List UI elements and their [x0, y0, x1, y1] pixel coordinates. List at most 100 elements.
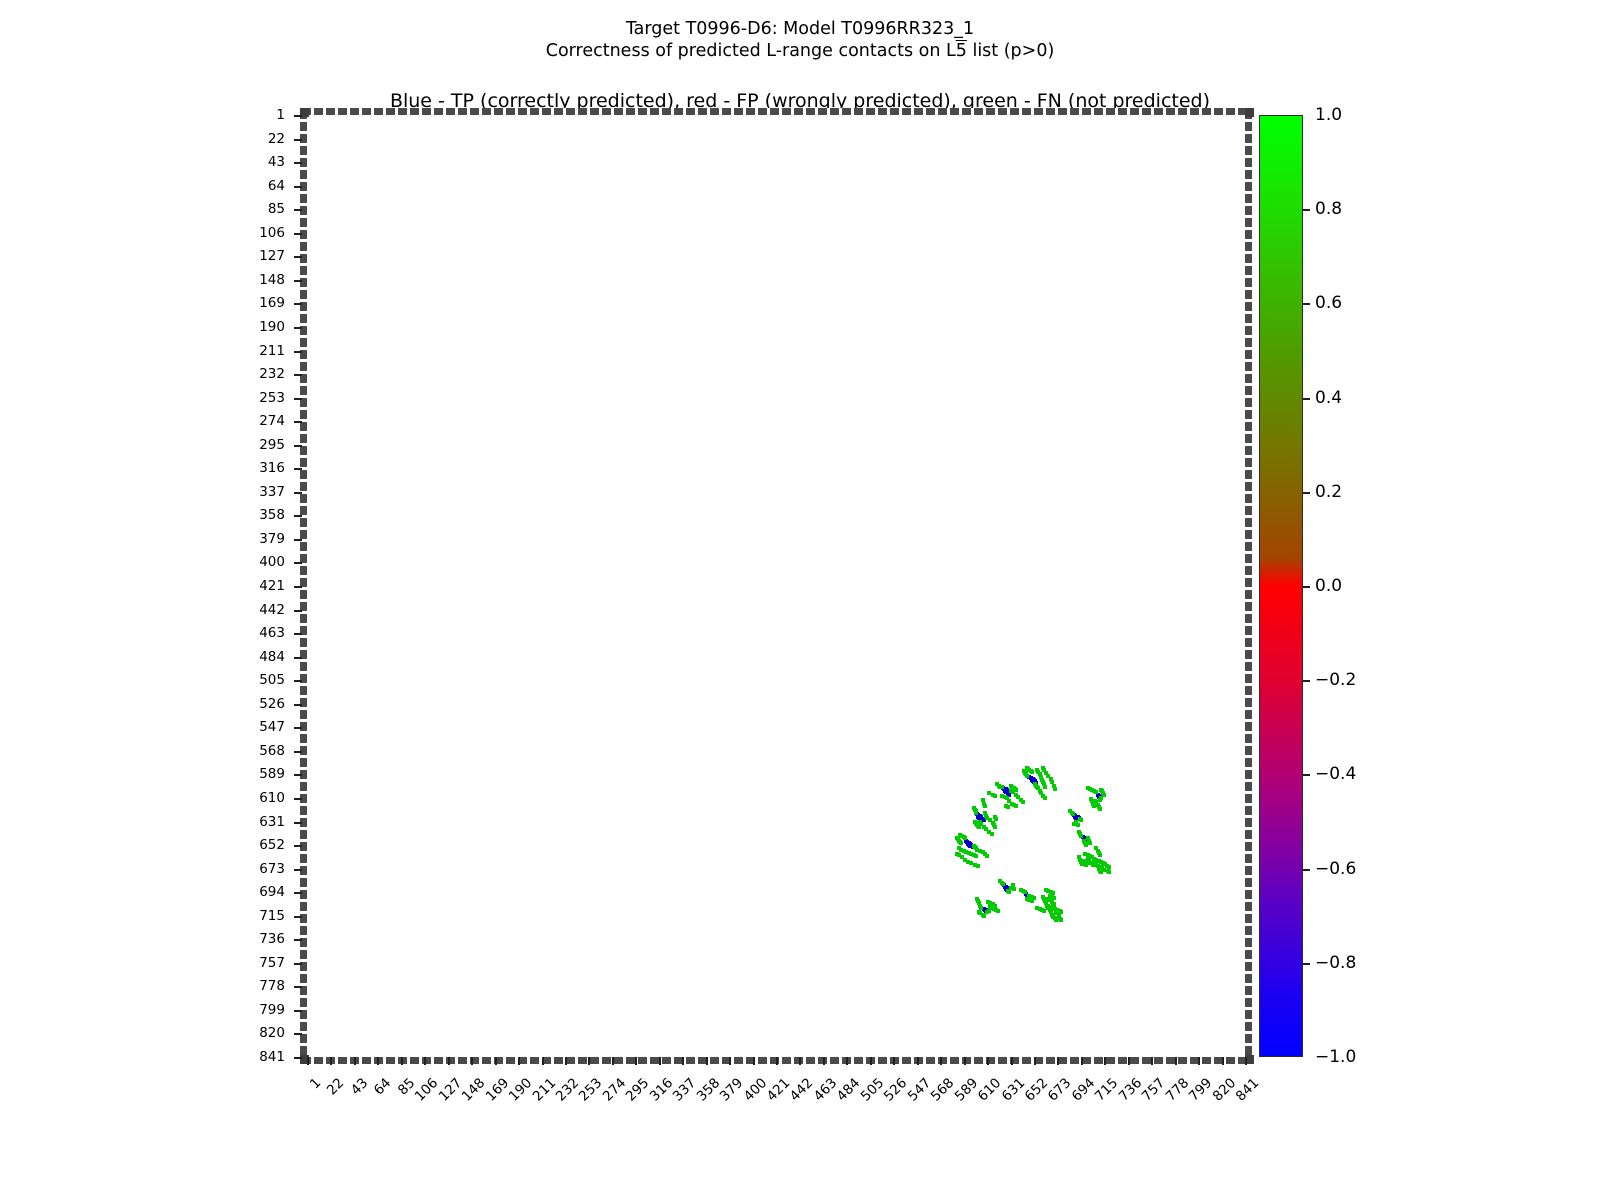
contact-point [1025, 894, 1030, 899]
contact-point [991, 906, 996, 911]
contact-point [991, 822, 996, 827]
x-tick-label: 715 [1092, 1075, 1122, 1105]
contact-point [1029, 770, 1034, 775]
x-tick-label: 295 [623, 1075, 653, 1105]
contact-point [1007, 799, 1012, 804]
contact-point [1103, 862, 1108, 867]
contact-point [1040, 793, 1045, 798]
contact-point [1014, 792, 1019, 797]
contact-point [978, 911, 983, 916]
x-tick-mark [353, 1057, 356, 1065]
contact-point [1093, 859, 1098, 864]
axis-corner-bottom-left [300, 1055, 309, 1064]
contact-point [1098, 869, 1103, 874]
y-tick-label: 379 [259, 530, 285, 547]
contact-point [1053, 906, 1058, 911]
contact-point [1074, 816, 1079, 821]
colorbar-tick-label: 1.0 [1315, 105, 1343, 125]
contact-point [1090, 855, 1095, 860]
contact-point [954, 852, 959, 857]
y-tick-mark [294, 609, 302, 612]
colorbar[interactable]: 1.0 0.8 0.6 0.4 0.2 0.0 −0.2 −0.4 −0.6 −0.8 −1.0 [1259, 105, 1356, 1067]
x-tick-mark [940, 1057, 943, 1065]
contact-point [990, 792, 995, 797]
y-tick-label: 547 [259, 719, 285, 736]
contact-point [1044, 771, 1049, 776]
colorbar-tick-mark [1303, 774, 1310, 777]
contact-point [1043, 899, 1048, 904]
x-tick-label: 106 [412, 1075, 442, 1105]
contact-point [1083, 852, 1088, 857]
y-tick-label: 673 [259, 860, 285, 877]
contact-point [1020, 889, 1025, 894]
contact-point [980, 798, 985, 803]
contact-points-layer [307, 115, 1245, 1057]
y-tick-label: 316 [259, 460, 285, 477]
contact-point [992, 825, 997, 830]
contact-point [1098, 859, 1103, 864]
contact-point [1091, 801, 1096, 806]
contact-point [1042, 909, 1046, 914]
contact-point [1006, 804, 1011, 809]
y-tick-mark [294, 962, 302, 965]
contact-point [1040, 765, 1045, 770]
y-tick-mark [294, 538, 302, 541]
contact-point [1004, 803, 1009, 808]
x-tick-mark [377, 1057, 380, 1065]
x-tick-mark [541, 1057, 544, 1065]
x-tick-mark [564, 1057, 567, 1065]
y-tick-label: 715 [259, 907, 285, 924]
y-tick-label: 421 [259, 578, 285, 594]
y-tick-mark [294, 397, 302, 400]
contact-point [1056, 912, 1061, 917]
x-tick-mark [705, 1057, 708, 1065]
y-tick-label: 400 [259, 554, 285, 571]
contact-point [1106, 869, 1111, 874]
contact-point [1007, 792, 1012, 797]
x-tick-label: 148 [458, 1075, 489, 1105]
contact-point [1047, 908, 1052, 913]
y-tick-label: 1 [276, 107, 285, 123]
contact-point [1004, 790, 1009, 795]
contact-point [1094, 862, 1099, 867]
colorbar-tick-label: 0.8 [1315, 199, 1343, 220]
contact-point [1020, 800, 1025, 805]
contact-point [982, 810, 987, 815]
contact-point [1104, 864, 1109, 869]
contact-point [999, 793, 1004, 798]
contact-point [978, 819, 983, 824]
y-tick-label: 505 [259, 672, 285, 689]
y-tick-label: 106 [259, 224, 285, 241]
contact-point [1038, 774, 1043, 779]
contact-point [1049, 894, 1054, 899]
contact-point [1037, 789, 1042, 794]
contact-point [981, 825, 986, 830]
contact-point [1094, 800, 1099, 805]
colorbar-tick-label: 0.6 [1315, 293, 1343, 314]
y-tick-mark [294, 845, 302, 848]
contact-point [1052, 902, 1057, 907]
contact-point [1018, 887, 1023, 892]
contact-point [1044, 887, 1049, 892]
colorbar-tick-label: −0.8 [1315, 952, 1357, 973]
contact-point [1008, 789, 1013, 794]
contact-point [1029, 899, 1034, 904]
colorbar-tick-mark [1303, 586, 1310, 588]
figure-title-line-2-post: list (p>0) [966, 41, 1055, 61]
colorbar-gradient [1259, 115, 1303, 1057]
x-tick-mark [1221, 1057, 1224, 1065]
x-tick-mark [1057, 1057, 1060, 1065]
contact-point [1049, 780, 1054, 785]
contact-point [975, 896, 979, 901]
contact-point [975, 847, 979, 852]
contact-point [1021, 769, 1026, 774]
contact-point [1054, 918, 1059, 923]
contact-point [1011, 886, 1016, 891]
y-tick-mark [294, 915, 302, 918]
x-tick-mark [330, 1057, 333, 1065]
contact-point [1090, 788, 1095, 793]
contact-point [1055, 908, 1060, 913]
contact-point [966, 859, 971, 864]
x-tick-mark [822, 1057, 825, 1065]
contact-point [1052, 895, 1057, 900]
